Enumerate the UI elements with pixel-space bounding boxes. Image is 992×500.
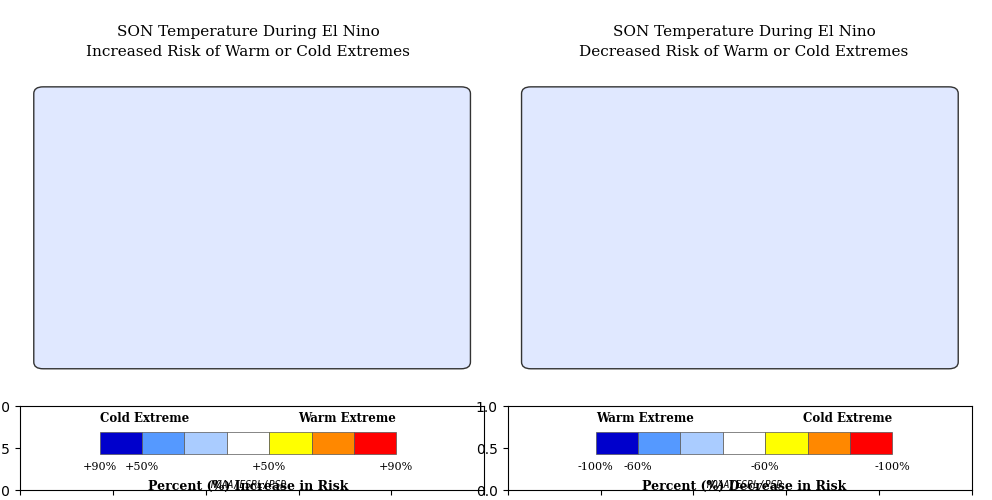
Text: Percent (%) Decrease in Risk: Percent (%) Decrease in Risk [642, 480, 846, 494]
Bar [99, 432, 142, 454]
Text: -100%: -100% [577, 462, 614, 472]
Text: Warm Extreme: Warm Extreme [299, 412, 396, 425]
Bar [269, 432, 311, 454]
Text: +50%: +50% [125, 462, 159, 472]
Text: SON Temperature During El Nino: SON Temperature During El Nino [117, 25, 379, 39]
Bar [723, 432, 765, 454]
FancyBboxPatch shape [522, 87, 958, 369]
Bar [638, 432, 681, 454]
Text: -60%: -60% [751, 462, 780, 472]
Bar [595, 432, 638, 454]
Text: Decreased Risk of Warm or Cold Extremes: Decreased Risk of Warm or Cold Extremes [579, 45, 909, 59]
Bar [354, 432, 397, 454]
Text: +90%: +90% [82, 462, 117, 472]
Text: +90%: +90% [379, 462, 414, 472]
Text: Increased Risk of Warm or Cold Extremes: Increased Risk of Warm or Cold Extremes [86, 45, 410, 59]
Text: NOAA/ESRL/PSD: NOAA/ESRL/PSD [706, 480, 782, 490]
FancyBboxPatch shape [34, 87, 470, 369]
Text: Warm Extreme: Warm Extreme [595, 412, 693, 425]
Text: Cold Extreme: Cold Extreme [99, 412, 188, 425]
Bar [807, 432, 850, 454]
Text: NOAA/ESRL/PSD: NOAA/ESRL/PSD [210, 480, 286, 490]
Text: Cold Extreme: Cold Extreme [804, 412, 893, 425]
Text: Percent (%) Increase in Risk: Percent (%) Increase in Risk [148, 480, 348, 494]
Bar [227, 432, 269, 454]
Text: -100%: -100% [874, 462, 911, 472]
Bar [185, 432, 227, 454]
Bar [765, 432, 807, 454]
Text: +50%: +50% [252, 462, 287, 472]
Bar [142, 432, 185, 454]
Bar [681, 432, 723, 454]
Bar [311, 432, 354, 454]
Text: -60%: -60% [624, 462, 653, 472]
Text: SON Temperature During El Nino: SON Temperature During El Nino [613, 25, 875, 39]
Bar [850, 432, 893, 454]
